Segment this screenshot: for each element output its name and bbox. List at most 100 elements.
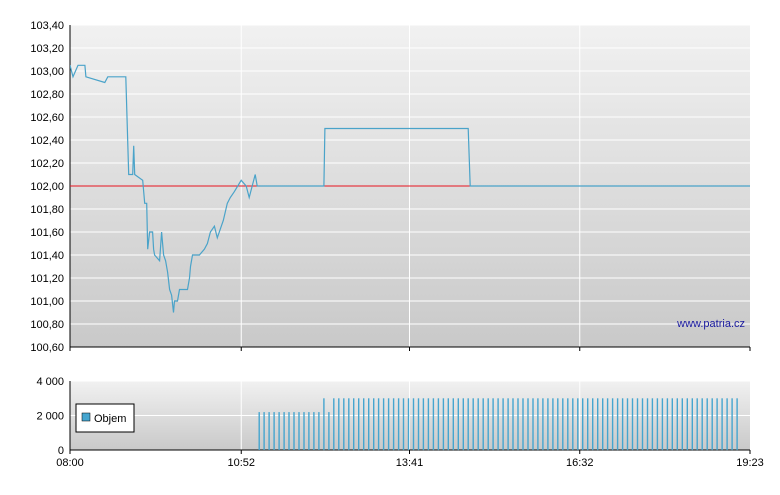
volume-bar — [706, 398, 708, 451]
x-tick-label: 08:00 — [56, 457, 84, 469]
volume-bar — [646, 398, 649, 451]
volume-bar — [402, 398, 405, 451]
volume-bar — [308, 412, 310, 450]
volume-bar — [313, 412, 315, 450]
volume-bar — [507, 398, 509, 451]
volume-bar — [268, 412, 270, 450]
volume-bar — [348, 398, 350, 451]
volume-bar — [696, 398, 698, 451]
volume-bar — [283, 412, 285, 450]
volume-bar — [631, 398, 634, 451]
volume-bar — [552, 398, 554, 451]
volume-bar — [582, 398, 584, 451]
volume-panel: 4 000 2 000 0 08:00 10:52 13:41 16:32 19:23 Ob… — [36, 376, 763, 469]
volume-bar — [328, 412, 330, 450]
volume-bar — [656, 398, 659, 451]
price-plot — [70, 64, 750, 313]
volume-bar — [447, 398, 449, 451]
volume-bar — [676, 398, 678, 451]
volume-bar — [353, 398, 355, 451]
volume-bar — [298, 412, 300, 450]
price-y-tick-label: 101,60 — [30, 227, 64, 239]
volume-bar — [293, 412, 295, 450]
volume-bar — [452, 398, 454, 451]
price-y-tick-label: 103,00 — [30, 66, 64, 78]
volume-bar — [437, 398, 440, 451]
volume-bar — [477, 398, 479, 451]
price-y-tick-label: 101,00 — [30, 296, 64, 308]
x-tick-label: 19:23 — [736, 457, 764, 469]
volume-bar — [567, 398, 569, 451]
volume-bar — [522, 398, 524, 451]
volume-bar — [492, 398, 494, 451]
volume-y-tick-label: 4 000 — [36, 376, 64, 388]
x-tick-label: 16:32 — [566, 457, 594, 469]
volume-bar — [263, 412, 265, 450]
legend-swatch — [81, 412, 91, 422]
price-y-tick-label: 102,00 — [30, 181, 64, 193]
legend: Objem — [75, 403, 135, 433]
price-y-tick-label: 102,80 — [30, 89, 64, 101]
volume-bar — [597, 398, 599, 451]
volume-bar — [502, 398, 504, 451]
volume-bar — [641, 398, 644, 451]
volume-bar — [258, 412, 260, 450]
volume-bar — [532, 398, 534, 451]
volume-bar — [711, 398, 713, 451]
volume-bar — [482, 398, 484, 451]
volume-bar — [303, 412, 305, 450]
price-series-line — [70, 64, 260, 313]
volume-bar — [333, 398, 335, 451]
volume-bar — [387, 398, 390, 451]
x-tick-label: 13:41 — [396, 457, 424, 469]
volume-bar — [736, 398, 738, 451]
volume-bar — [457, 398, 459, 451]
volume-bar — [691, 398, 693, 451]
volume-bar — [422, 398, 425, 451]
watermark: www.patria.cz — [676, 318, 745, 330]
volume-bar — [512, 398, 514, 451]
price-y-axis: 103,40 103,20 103,00 102,80 102,60 102,40 102,… — [30, 20, 64, 354]
volume-bar — [358, 398, 360, 451]
volume-bar — [382, 398, 385, 451]
x-axis: 08:00 10:52 13:41 16:32 19:23 — [56, 450, 764, 469]
price-y-tick-label: 100,80 — [30, 319, 64, 331]
price-panel: 103,40 103,20 103,00 102,80 102,60 102,40 102,… — [30, 20, 751, 354]
volume-bar — [701, 398, 703, 451]
volume-bar — [318, 412, 320, 450]
volume-bar — [392, 398, 395, 451]
volume-bar — [616, 398, 619, 451]
volume-bar — [587, 398, 589, 451]
price-y-tick-label: 103,20 — [30, 43, 64, 55]
volume-bar — [542, 398, 544, 451]
volume-y-tick-label: 2 000 — [36, 411, 64, 423]
volume-bar — [621, 398, 624, 451]
price-y-tick-label: 101,40 — [30, 250, 64, 262]
volume-bar — [592, 398, 594, 451]
volume-bar — [417, 398, 420, 451]
volume-bar — [373, 398, 375, 451]
price-y-tick-label: 101,80 — [30, 204, 64, 216]
volume-bar — [537, 398, 539, 451]
volume-bar — [343, 398, 345, 451]
volume-bar — [472, 398, 474, 451]
volume-bar — [427, 398, 430, 451]
volume-y-tick-label: 0 — [58, 445, 64, 457]
volume-bar — [527, 398, 529, 451]
price-y-tick-label: 102,40 — [30, 135, 64, 147]
price-series-line — [259, 127, 750, 187]
price-y-tick-label: 102,20 — [30, 158, 64, 170]
volume-bar — [686, 398, 688, 451]
volume-bar — [442, 398, 445, 451]
volume-bar — [636, 398, 639, 451]
volume-bar — [363, 398, 365, 451]
volume-bar — [432, 398, 435, 451]
volume-bar — [338, 398, 340, 451]
volume-bar — [606, 398, 609, 451]
volume-bar — [716, 398, 718, 451]
volume-bar — [731, 398, 733, 451]
volume-bar — [562, 398, 564, 451]
volume-bar — [666, 398, 669, 451]
volume-bar — [671, 398, 673, 451]
